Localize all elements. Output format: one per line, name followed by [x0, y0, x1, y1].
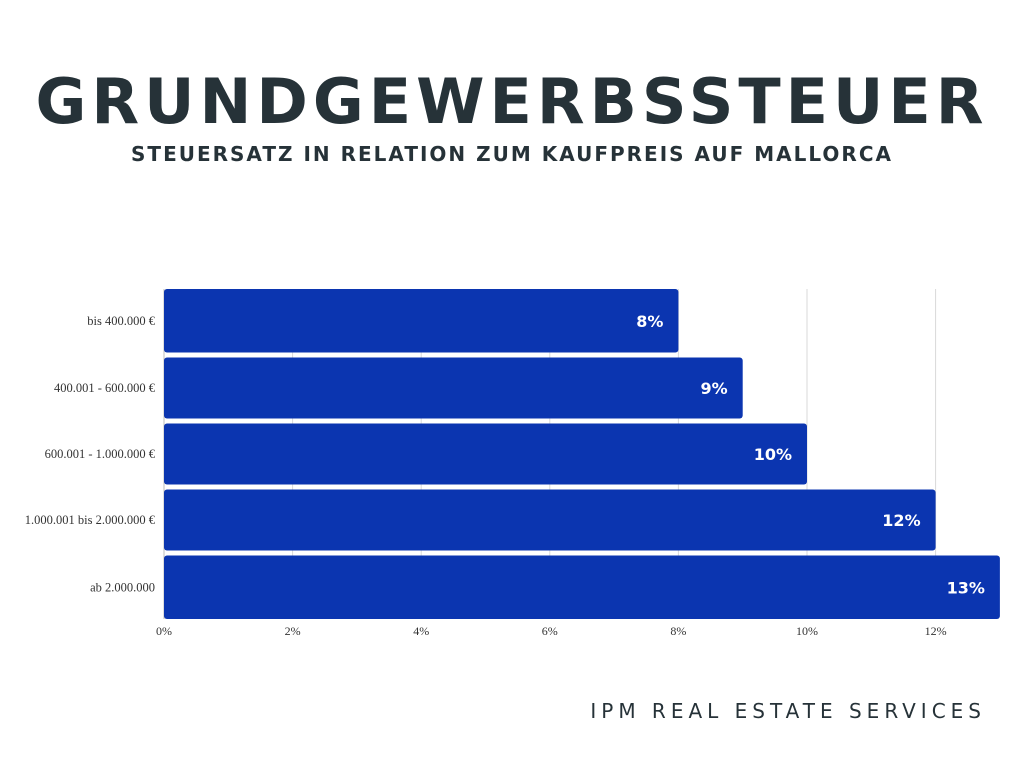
bar [164, 289, 679, 353]
category-label: bis 400.000 € [87, 314, 155, 328]
x-tick-label: 12% [925, 624, 947, 638]
category-label: 600.001 - 1.000.000 € [45, 447, 156, 461]
data-label: 12% [882, 511, 920, 530]
x-tick-label: 8% [670, 624, 686, 638]
x-tick-label: 10% [796, 624, 818, 638]
brand-footer: IPM REAL ESTATE SERVICES [590, 699, 986, 723]
category-label: 1.000.001 bis 2.000.000 € [25, 513, 156, 527]
x-tick-label: 6% [542, 624, 558, 638]
category-label: ab 2.000.000 [90, 580, 155, 594]
bar [164, 489, 936, 551]
category-label: 400.001 - 600.000 € [54, 381, 156, 395]
chart-title: GRUNDGEWERBSSTEUER [35, 65, 989, 138]
bar [164, 357, 743, 419]
bar [164, 555, 1000, 619]
data-label: 10% [754, 445, 792, 464]
bar [164, 423, 807, 485]
data-label: 13% [947, 578, 985, 597]
x-tick-label: 0% [156, 624, 172, 638]
x-tick-label: 2% [285, 624, 301, 638]
data-label: 9% [701, 379, 728, 398]
chart-subtitle: STEUERSATZ IN RELATION ZUM KAUFPREIS AUF… [131, 142, 893, 166]
data-label: 8% [636, 312, 663, 331]
x-tick-label: 4% [413, 624, 429, 638]
